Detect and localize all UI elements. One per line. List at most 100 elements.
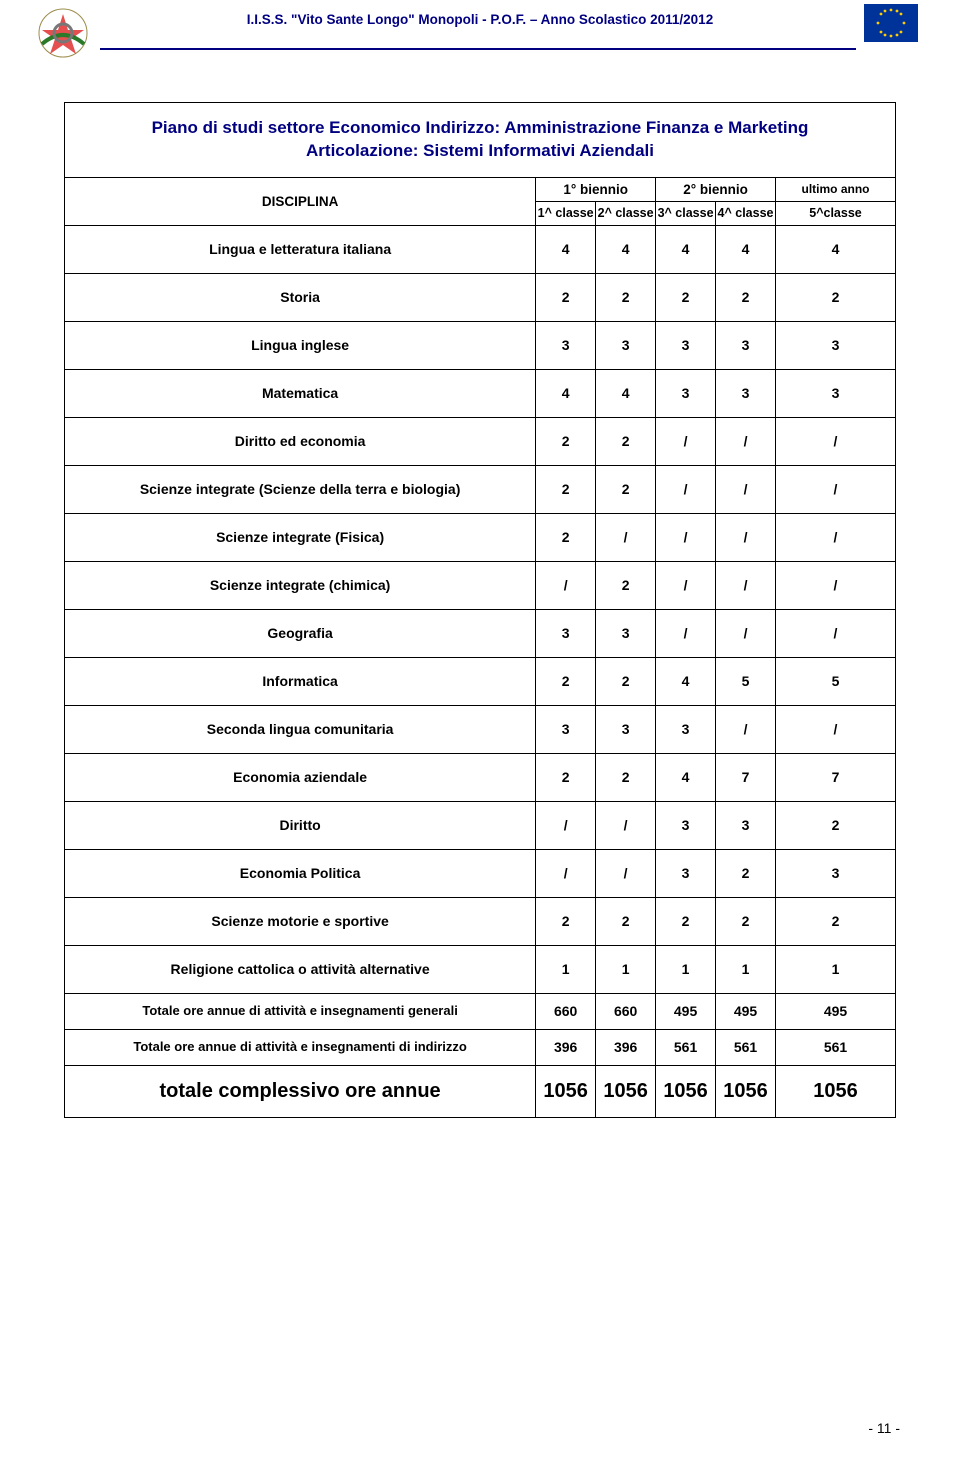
- cell-value: /: [716, 417, 776, 465]
- cell-value: 3: [776, 321, 896, 369]
- cell-value: 3: [656, 801, 716, 849]
- page-header: I.I.S.S. "Vito Sante Longo" Monopoli - P…: [0, 0, 960, 62]
- cell-value: 660: [596, 993, 656, 1029]
- cell-value: 3: [536, 705, 596, 753]
- cell-value: 4: [596, 369, 656, 417]
- cell-value: /: [656, 609, 716, 657]
- total-value: 1056: [776, 1065, 896, 1117]
- table-row: Scienze integrate (chimica)/2///: [65, 561, 896, 609]
- col-biennio2: 2° biennio: [656, 177, 776, 201]
- col-classe5: 5^classe: [776, 201, 896, 225]
- cell-value: /: [776, 417, 896, 465]
- cell-value: /: [716, 513, 776, 561]
- cell-value: 2: [776, 897, 896, 945]
- total-value: 1056: [716, 1065, 776, 1117]
- cell-value: /: [776, 561, 896, 609]
- cell-value: 396: [596, 1029, 656, 1065]
- cell-value: /: [776, 705, 896, 753]
- cell-value: 495: [776, 993, 896, 1029]
- cell-value: 1: [596, 945, 656, 993]
- table-row: Lingua inglese33333: [65, 321, 896, 369]
- table-row: Seconda lingua comunitaria333//: [65, 705, 896, 753]
- cell-value: 2: [596, 273, 656, 321]
- cell-value: 4: [656, 225, 716, 273]
- cell-value: /: [776, 513, 896, 561]
- discipline-label: Totale ore annue di attività e insegname…: [65, 1029, 536, 1065]
- cell-value: /: [536, 561, 596, 609]
- cell-value: 2: [536, 897, 596, 945]
- cell-value: 2: [536, 753, 596, 801]
- cell-value: 2: [596, 897, 656, 945]
- table-row: Geografia33///: [65, 609, 896, 657]
- document-content: Piano di studi settore Economico Indiriz…: [0, 62, 960, 1118]
- cell-value: 7: [776, 753, 896, 801]
- cell-value: 2: [596, 657, 656, 705]
- discipline-label: Scienze integrate (chimica): [65, 561, 536, 609]
- col-biennio1: 1° biennio: [536, 177, 656, 201]
- discipline-label: Seconda lingua comunitaria: [65, 705, 536, 753]
- cell-value: 2: [536, 273, 596, 321]
- cell-value: /: [716, 609, 776, 657]
- discipline-label: Matematica: [65, 369, 536, 417]
- cell-value: 3: [716, 369, 776, 417]
- cell-value: 4: [776, 225, 896, 273]
- col-classe3: 3^ classe: [656, 201, 716, 225]
- cell-value: /: [536, 801, 596, 849]
- header-divider: [100, 48, 856, 50]
- table-row: Scienze motorie e sportive22222: [65, 897, 896, 945]
- cell-value: 2: [776, 801, 896, 849]
- cell-value: 1: [656, 945, 716, 993]
- table-row: Lingua e letteratura italiana44444: [65, 225, 896, 273]
- cell-value: 4: [656, 753, 716, 801]
- cell-value: 2: [596, 753, 656, 801]
- cell-value: /: [656, 417, 716, 465]
- cell-value: 7: [716, 753, 776, 801]
- discipline-label: Scienze motorie e sportive: [65, 897, 536, 945]
- discipline-label: Scienze integrate (Scienze della terra e…: [65, 465, 536, 513]
- cell-value: 4: [536, 225, 596, 273]
- cell-value: 3: [596, 609, 656, 657]
- cell-value: 3: [656, 849, 716, 897]
- cell-value: 4: [536, 369, 596, 417]
- table-row: Totale ore annue di attività e insegname…: [65, 993, 896, 1029]
- cell-value: 2: [536, 465, 596, 513]
- cell-value: 3: [596, 705, 656, 753]
- table-row: Diritto//332: [65, 801, 896, 849]
- cell-value: /: [656, 513, 716, 561]
- cell-value: 5: [716, 657, 776, 705]
- cell-value: 1: [716, 945, 776, 993]
- discipline-label: Economia Politica: [65, 849, 536, 897]
- cell-value: 3: [536, 321, 596, 369]
- cell-value: 2: [596, 465, 656, 513]
- cell-value: 2: [716, 273, 776, 321]
- cell-value: /: [536, 849, 596, 897]
- discipline-label: Diritto: [65, 801, 536, 849]
- table-row: Religione cattolica o attività alternati…: [65, 945, 896, 993]
- cell-value: 2: [656, 273, 716, 321]
- discipline-label: Scienze integrate (Fisica): [65, 513, 536, 561]
- table-row: Storia22222: [65, 273, 896, 321]
- cell-value: 3: [656, 369, 716, 417]
- discipline-label: Religione cattolica o attività alternati…: [65, 945, 536, 993]
- cell-value: /: [656, 465, 716, 513]
- cell-value: 3: [776, 849, 896, 897]
- discipline-label: Totale ore annue di attività e insegname…: [65, 993, 536, 1029]
- cell-value: /: [776, 465, 896, 513]
- cell-value: 4: [716, 225, 776, 273]
- cell-value: /: [596, 513, 656, 561]
- table-row: Diritto ed economia22///: [65, 417, 896, 465]
- col-ultimo: ultimo anno: [776, 177, 896, 201]
- cell-value: 3: [656, 321, 716, 369]
- cell-value: 2: [656, 897, 716, 945]
- table-row: Economia aziendale22477: [65, 753, 896, 801]
- cell-value: 3: [536, 609, 596, 657]
- cell-value: /: [716, 705, 776, 753]
- cell-value: /: [776, 609, 896, 657]
- table-row: Totale ore annue di attività e insegname…: [65, 1029, 896, 1065]
- col-disciplina: DISCIPLINA: [65, 177, 536, 225]
- cell-value: 1: [536, 945, 596, 993]
- table-row: Scienze integrate (Fisica)2////: [65, 513, 896, 561]
- title-line2: Articolazione: Sistemi Informativi Azien…: [73, 140, 887, 163]
- cell-value: 3: [596, 321, 656, 369]
- cell-value: 1: [776, 945, 896, 993]
